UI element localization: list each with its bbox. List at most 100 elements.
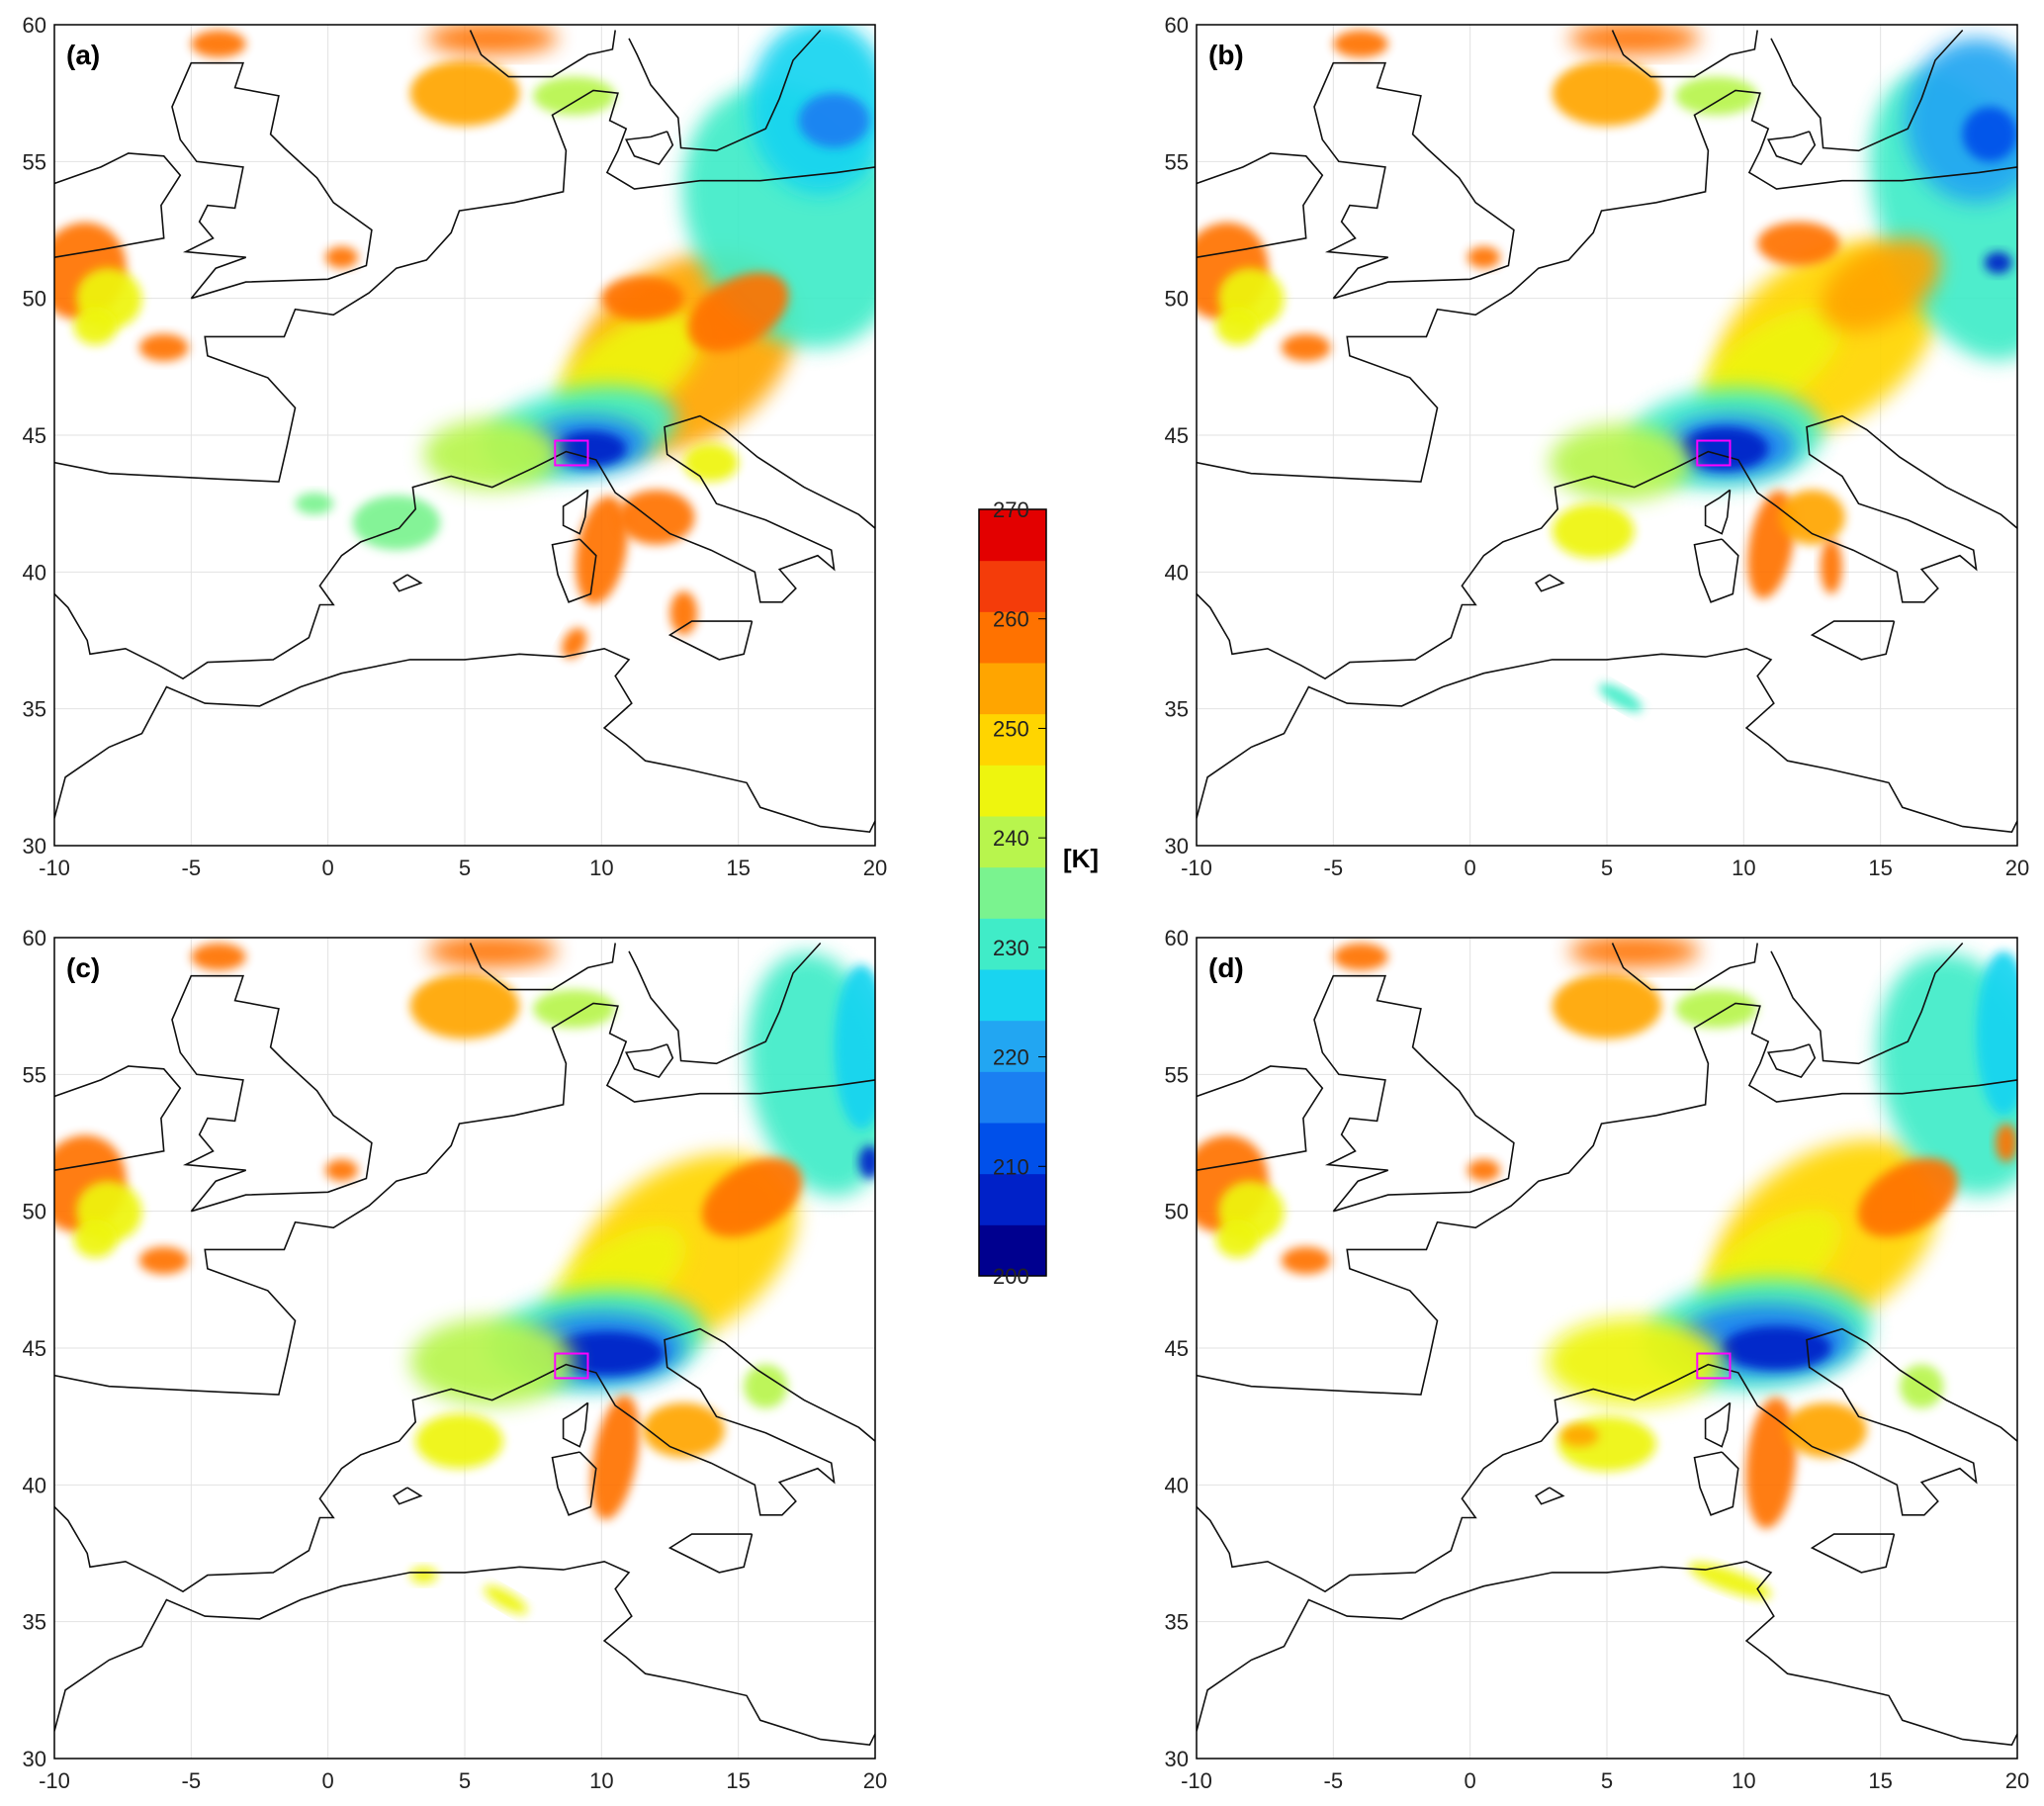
study-area-box	[1696, 439, 1732, 467]
coastline-segment	[54, 1327, 875, 1593]
cloud-blob	[1984, 251, 2012, 274]
cloud-blob	[701, 1157, 803, 1237]
cloud-blob	[590, 1395, 640, 1520]
cloud-blob	[1784, 1402, 1867, 1458]
coastline-segment	[562, 1401, 589, 1448]
coastline-segment	[1766, 1043, 1817, 1079]
y-tick-label: 40	[23, 1473, 46, 1497]
y-tick-labels: 30 35 40 45 50 55 60	[1165, 13, 1189, 858]
coastline	[1197, 942, 2017, 1747]
coastline-segment	[1197, 414, 2017, 680]
x-tick-label: 5	[1601, 1768, 1613, 1793]
colorbar-band	[979, 1123, 1046, 1175]
map-panel-d: -10 -5 0 5 10 15 20 30 35 40 45 50 55 60 (d)	[1165, 926, 2030, 1793]
cloud-blob	[1722, 1325, 1831, 1371]
colorbar: 200 210 220 230 240 250 260 270 [K]	[978, 497, 1099, 1289]
y-tick-label: 50	[1165, 1200, 1189, 1224]
coastline-segment	[1693, 538, 1739, 603]
x-tick-labels: -10 -5 0 5 10 15 20	[1181, 1768, 2029, 1793]
x-tick-label: 5	[459, 856, 471, 880]
y-tick-label: 40	[1165, 560, 1189, 585]
coastline-segment	[624, 1043, 674, 1079]
x-tick-label: 20	[863, 856, 887, 880]
cloud-blob	[73, 306, 118, 345]
cloud-blob	[798, 93, 870, 148]
map-panel-c: -10 -5 0 5 10 15 20 30 35 40 45 50 55 60 (c)	[23, 926, 888, 1793]
cloud-blob	[1552, 972, 1662, 1039]
coastline-segment	[54, 1560, 875, 1747]
x-tick-label: 15	[726, 856, 750, 880]
cloud-blob	[1675, 76, 1758, 116]
x-tick-label: 0	[1465, 1768, 1476, 1793]
colorbar-band	[979, 663, 1046, 715]
cloud-blob	[1857, 1157, 1959, 1237]
colorbar-tick-label: 250	[993, 716, 1029, 741]
x-tick-labels: -10 -5 0 5 10 15 20	[1181, 856, 2029, 880]
map-frame	[53, 24, 876, 847]
panel-label: (b)	[1208, 40, 1244, 70]
panel-label: (d)	[1208, 952, 1244, 983]
coastline-segment	[1197, 89, 2017, 483]
x-tick-label: 0	[322, 856, 334, 880]
cloud-blob	[426, 25, 559, 55]
cloud-blob	[324, 246, 359, 269]
coastline-segment	[171, 61, 373, 300]
cloud-blob	[533, 989, 616, 1029]
coastline-segment	[1197, 647, 2017, 834]
cloud-blob	[1779, 490, 1845, 545]
colorbar-band	[979, 969, 1046, 1022]
coastline-segment	[1197, 1327, 2017, 1593]
x-tick-label: 15	[1868, 1768, 1892, 1793]
coastline-segment	[469, 30, 616, 78]
cloud-blob	[295, 493, 334, 515]
coastline-segment	[54, 1065, 182, 1171]
cloud-blob	[669, 590, 698, 635]
cloud-blob	[1680, 426, 1769, 471]
cloud-blob	[423, 418, 561, 491]
coastline-segment	[469, 943, 616, 991]
coastline	[1197, 29, 2017, 834]
cloud-blob	[533, 76, 616, 116]
cloud-blob	[138, 333, 189, 362]
colorbar-band	[979, 765, 1046, 817]
coastline-segment	[667, 1533, 754, 1574]
cloud-blob	[1552, 503, 1635, 559]
study-area-box	[1696, 1352, 1732, 1380]
cloud-blob	[409, 972, 520, 1039]
x-tick-label: 10	[1732, 856, 1755, 880]
coastline-segment	[1197, 1560, 2017, 1747]
cloud-blob	[687, 272, 789, 352]
panel-label: (c)	[66, 952, 100, 983]
y-tick-label: 45	[1165, 1336, 1189, 1361]
colorbar-tick-label: 260	[993, 607, 1029, 632]
cloud-blob	[409, 1567, 438, 1583]
y-tick-labels: 30 35 40 45 50 55 60	[1165, 926, 1189, 1771]
colorbar-tick-label: 270	[993, 497, 1029, 522]
cloud-blob	[1281, 333, 1331, 362]
x-tick-label: 10	[589, 1768, 613, 1793]
x-tick-label: 10	[589, 856, 613, 880]
cloud-blob	[549, 1331, 665, 1376]
cloud-blob	[1333, 30, 1388, 58]
map-panel-b: -10 -5 0 5 10 15 20 30 35 40 45 50 55 60 (b)	[1165, 13, 2030, 880]
y-tick-label: 35	[1165, 697, 1189, 722]
colorbar-band	[979, 1173, 1046, 1225]
cloud-top-temperature-field	[1197, 938, 2017, 1599]
y-tick-label: 60	[1165, 926, 1189, 950]
cloud-blob	[1757, 222, 1840, 266]
coastline-segment	[551, 538, 597, 603]
coastline-segment	[171, 974, 373, 1213]
colorbar-band	[979, 713, 1046, 766]
x-tick-label: -5	[1324, 1768, 1344, 1793]
cloud-blob	[1466, 1159, 1501, 1182]
cloud-blob	[415, 1413, 503, 1469]
y-tick-label: 55	[1165, 149, 1189, 174]
coastline-segment	[1611, 30, 1758, 78]
x-tick-label: -10	[1181, 856, 1212, 880]
colorbar-unit-label: [K]	[1063, 844, 1099, 873]
colorbar-tick-label: 240	[993, 826, 1029, 851]
x-tick-label: -10	[39, 856, 70, 880]
cloud-blob	[683, 443, 739, 483]
cloud-blob	[617, 490, 695, 545]
